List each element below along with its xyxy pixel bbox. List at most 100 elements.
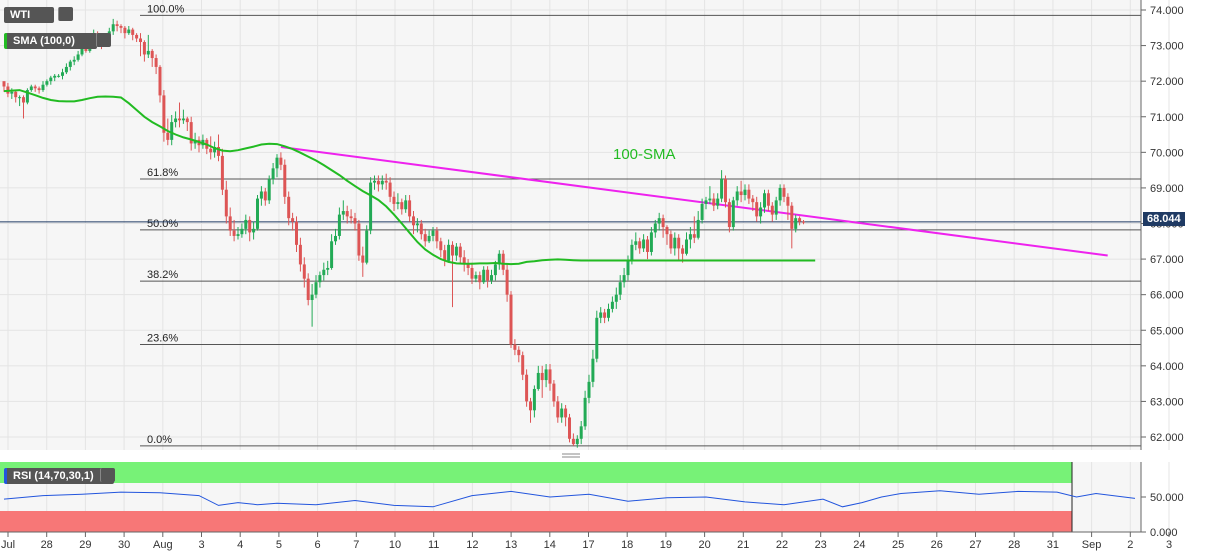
symbol-legend-settings-button[interactable] [58, 7, 73, 21]
time-tick-label-8: 6 [315, 539, 321, 551]
time-tick-label-21: 23 [815, 539, 827, 551]
candle-body-134 [525, 374, 529, 402]
candle-body-43 [170, 122, 174, 140]
candle-body-88 [345, 211, 349, 217]
candle-body-147 [575, 438, 579, 445]
pane-resize-handle[interactable] [562, 453, 580, 458]
candle-body-63 [248, 219, 252, 233]
symbol-label: WTI [10, 9, 31, 21]
time-tick-label-6: 4 [237, 539, 243, 551]
candle-body-81 [318, 275, 322, 283]
time-tick-label-15: 17 [582, 539, 594, 551]
candle-body-148 [579, 426, 583, 439]
rsi-legend-settings-button[interactable] [100, 468, 115, 482]
symbol-legend[interactable]: WTI [4, 7, 54, 23]
rsi-oversold-zone [0, 511, 1072, 532]
candle-body-138 [540, 372, 544, 381]
current-price-tag: 68.044 [1143, 212, 1185, 226]
candle-body-4 [18, 97, 22, 99]
candle-body-79 [310, 294, 314, 301]
candle-body-199 [778, 187, 782, 201]
candle-body-118 [462, 257, 466, 265]
candle-body-93 [365, 230, 369, 263]
price-tick-label-8: 70.000 [1150, 147, 1184, 159]
candle-body-114 [447, 244, 451, 261]
candle-body-127 [497, 253, 501, 265]
candle-body-157 [614, 294, 618, 302]
candle-body-56 [220, 155, 224, 190]
candle-body-11 [45, 81, 49, 85]
candle-body-53 [209, 148, 213, 153]
candle-body-100 [392, 196, 396, 204]
candle-body-188 [735, 191, 739, 201]
candle-body-163 [638, 241, 642, 249]
candle-body-107 [419, 223, 423, 235]
candle-body-97 [380, 180, 384, 185]
candle-body-139 [544, 369, 548, 381]
sma-layer [3, 89, 816, 266]
candle-body-128 [501, 253, 505, 270]
candle-body-3 [14, 91, 18, 98]
candle-body-169 [661, 218, 665, 228]
candle-body-71 [279, 157, 283, 165]
candle-body-101 [396, 202, 400, 204]
candle-body-123 [482, 269, 486, 283]
price-tick-label-7: 69.000 [1150, 183, 1184, 195]
fibonacci-levels: 100.0% 61.8% 50.0% 38.2% 23.6% 0.0% [0, 3, 1141, 447]
candle-body-166 [649, 232, 653, 252]
candle-body-16 [64, 66, 68, 73]
time-tick-label-24: 26 [931, 539, 943, 551]
candle-body-34 [135, 34, 139, 39]
candle-body-66 [259, 191, 263, 199]
time-tick-label-5: 3 [198, 539, 204, 551]
candle-body-126 [493, 264, 497, 276]
candle-body-142 [556, 401, 560, 418]
rsi-label: RSI (14,70,30,1) [13, 470, 94, 482]
candle-body-119 [466, 264, 470, 268]
candle-body-62 [244, 219, 248, 229]
candle-body-140 [548, 369, 552, 384]
time-tick-label-23: 25 [892, 539, 904, 551]
time-tick-label-11: 11 [428, 539, 439, 551]
candle-body-90 [353, 218, 357, 224]
candle-body-151 [591, 358, 595, 382]
time-tick-label-3: 30 [118, 539, 130, 551]
candle-body-73 [287, 196, 291, 219]
candle-body-190 [743, 189, 747, 196]
sma-legend-settings-button[interactable] [96, 33, 111, 47]
candle-body-152 [595, 317, 599, 359]
candle-body-116 [454, 246, 458, 256]
candle-body-131 [513, 344, 517, 350]
candle-body-125 [490, 275, 493, 281]
candle-body-84 [330, 241, 334, 268]
price-axis[interactable]: 62.000 63.000 64.000 65.000 66.000 67.000 68.0… [1140, 0, 1184, 539]
time-tick-label-29: 2 [1127, 539, 1133, 551]
time-axis[interactable]: Jul 28 29 30 Aug 3 4 5 6 7 10 11 12 13 14 17 18 19 20 21 22 2… [0, 531, 1172, 551]
candle-body-150 [587, 381, 591, 398]
candle-body-198 [774, 200, 778, 215]
candle-body-175 [685, 239, 688, 254]
candle-body-174 [681, 248, 685, 254]
rsi-layer [0, 462, 1136, 532]
time-tick-label-0: Jul [1, 539, 15, 551]
candle-body-2 [10, 91, 14, 94]
candle-body-58 [228, 216, 232, 231]
candle-body-117 [458, 246, 462, 258]
candle-body-159 [622, 275, 626, 283]
candle-body-65 [256, 198, 259, 229]
candle-body-203 [794, 218, 798, 229]
rsi-legend[interactable]: RSI (14,70,30,1) [4, 468, 114, 484]
candle-body-144 [564, 408, 568, 418]
candle-body-6 [25, 90, 29, 103]
candle-body-89 [349, 216, 353, 219]
time-tick-label-19: 21 [737, 539, 749, 551]
candle-body-12 [49, 77, 53, 82]
candle-body-48 [189, 122, 193, 144]
candlestick-series [2, 18, 805, 448]
candle-body-141 [552, 383, 556, 402]
fib-label-0: 100.0% [147, 3, 185, 15]
sma-legend[interactable]: SMA (100,0) [4, 33, 97, 49]
candle-body-7 [29, 86, 33, 91]
price-tick-label-1: 63.000 [1150, 396, 1184, 408]
